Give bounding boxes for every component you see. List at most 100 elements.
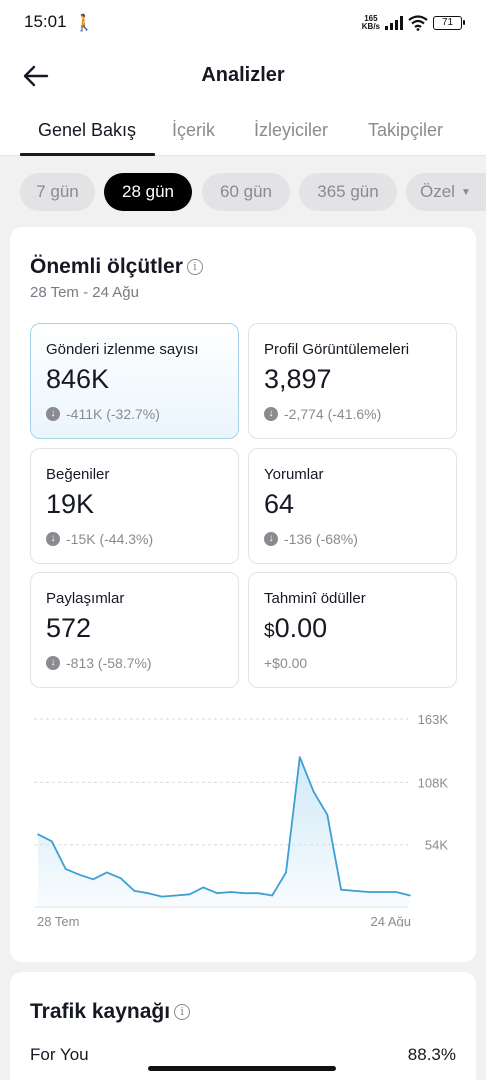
y-tick-label: 54K xyxy=(425,838,448,853)
data-point xyxy=(106,871,108,874)
data-point xyxy=(50,840,53,843)
status-bar: 15:01 🚶 165 KB/s 71 xyxy=(24,12,465,34)
walking-icon: 🚶 xyxy=(74,15,94,32)
tab-bar: Genel Bakış İçerik İzleyiciler Takipçile… xyxy=(0,116,486,156)
data-point xyxy=(395,891,398,893)
decrease-arrow-icon: ↓ xyxy=(264,407,278,421)
dropdown-caret-icon: ▼ xyxy=(460,187,471,198)
data-point xyxy=(409,894,411,897)
metric-label: Beğeniler xyxy=(46,466,110,483)
metric-change: ↓ -2,774 (-41.6%) xyxy=(264,406,381,422)
x-tick-label: 24 Ağu xyxy=(371,914,412,927)
data-point xyxy=(216,892,218,894)
data-point xyxy=(354,890,356,892)
decrease-arrow-icon: ↓ xyxy=(46,532,60,546)
x-tick-label: 28 Tem xyxy=(37,914,79,927)
data-point xyxy=(161,895,163,898)
decrease-arrow-icon: ↓ xyxy=(46,656,60,670)
data-point xyxy=(202,886,205,889)
metric-change: ↓ -15K (-44.3%) xyxy=(46,531,153,547)
data-point xyxy=(174,894,177,897)
data-point xyxy=(188,893,191,896)
tab-content[interactable]: İçerik xyxy=(172,120,216,140)
data-point xyxy=(230,891,232,893)
data-point xyxy=(326,813,329,816)
metric-comments[interactable]: Yorumlar 64 ↓ -136 (-68%) xyxy=(248,448,457,564)
post-views-chart: 54K 108K 163K 28 Tem 24 Ağu xyxy=(34,712,449,927)
metric-change: +$0.00 xyxy=(264,655,308,671)
cellular-signal-icon xyxy=(385,16,403,30)
back-arrow-icon[interactable] xyxy=(20,60,52,92)
page-title: Analizler xyxy=(201,64,285,86)
data-point xyxy=(147,892,150,894)
metric-profile-views[interactable]: Profil Görüntülemeleri 3,897 ↓ -2,774 (-4… xyxy=(248,323,457,439)
data-point xyxy=(37,833,39,836)
metric-value: 3,897 xyxy=(264,364,332,394)
metric-label: Gönderi izlenme sayısı xyxy=(46,341,199,358)
tab-followers[interactable]: Takipçiler xyxy=(368,120,444,140)
period-365-days[interactable]: 365 gün xyxy=(299,173,397,211)
data-point xyxy=(312,790,315,793)
tab-overview[interactable]: Genel Bakış xyxy=(38,120,137,140)
decrease-arrow-icon: ↓ xyxy=(264,532,278,546)
metric-likes[interactable]: Beğeniler 19K ↓ -15K (-44.3%) xyxy=(30,448,239,564)
status-time: 15:01 xyxy=(24,12,67,31)
data-point xyxy=(64,868,67,870)
data-point xyxy=(271,894,274,897)
metric-label: Profil Görüntülemeleri xyxy=(264,341,410,358)
decrease-arrow-icon: ↓ xyxy=(46,407,60,421)
period-selector: 7 gün 28 gün 60 gün 365 gün Özel ▼ xyxy=(0,156,486,226)
metric-post-views[interactable]: Gönderi izlenme sayısı 846K ↓ -411K (-32.… xyxy=(30,323,239,439)
app-header: Analizler xyxy=(0,56,486,96)
metric-value: 846K xyxy=(46,364,110,394)
y-tick-label: 108K xyxy=(418,775,449,790)
period-custom[interactable]: Özel ▼ xyxy=(406,173,486,211)
data-point xyxy=(119,877,122,879)
active-tab-indicator xyxy=(20,153,155,156)
metric-value: 19K xyxy=(46,489,95,519)
data-point xyxy=(257,892,260,894)
data-point xyxy=(367,891,370,893)
period-60-days[interactable]: 60 gün xyxy=(202,173,290,211)
metric-change: ↓ -411K (-32.7%) xyxy=(46,406,160,422)
wifi-icon xyxy=(408,15,428,31)
network-speed: 165 KB/s xyxy=(361,14,380,31)
metric-value: $0.00 xyxy=(264,613,328,643)
data-point xyxy=(285,871,287,874)
data-point xyxy=(133,890,136,892)
traffic-source-title: Trafik kaynağı i xyxy=(30,1000,191,1024)
views-series-line xyxy=(37,756,411,898)
metric-value: 572 xyxy=(46,613,92,643)
data-point xyxy=(340,888,342,891)
data-point xyxy=(381,891,384,893)
data-point xyxy=(298,756,301,758)
metric-label: Paylaşımlar xyxy=(46,590,125,607)
data-point xyxy=(92,878,94,881)
views-area-fill xyxy=(38,757,410,907)
home-indicator xyxy=(148,1066,336,1071)
date-range: 28 Tem - 24 Ağu xyxy=(30,284,139,301)
metric-estimated-rewards[interactable]: Tahminî ödüller $0.00 +$0.00 xyxy=(248,572,457,688)
metric-change: ↓ -813 (-58.7%) xyxy=(46,655,152,671)
traffic-source-value: 88.3% xyxy=(407,1045,456,1064)
metric-value: 64 xyxy=(264,489,295,519)
data-point xyxy=(78,873,81,876)
battery-icon: 71 xyxy=(433,16,465,30)
info-icon[interactable]: i xyxy=(186,259,203,275)
key-metrics-card: Önemli ölçütler i 28 Tem - 24 Ağu Gönderi… xyxy=(10,227,476,962)
period-custom-label: Özel xyxy=(420,182,455,201)
period-7-days[interactable]: 7 gün xyxy=(20,173,95,211)
key-metrics-title: Önemli ölçütler i xyxy=(30,255,203,279)
metric-change: ↓ -136 (-68%) xyxy=(264,531,358,547)
currency-symbol: $ xyxy=(264,621,275,642)
traffic-source-label: For You xyxy=(30,1045,89,1064)
metric-label: Yorumlar xyxy=(264,466,324,483)
traffic-source-card: Trafik kaynağı i For You 88.3% xyxy=(10,972,476,1080)
period-28-days[interactable]: 28 gün xyxy=(104,173,192,211)
status-icons: 165 KB/s 71 xyxy=(361,12,465,34)
info-icon[interactable]: i xyxy=(174,1004,191,1020)
metric-label: Tahminî ödüller xyxy=(264,590,366,607)
tab-viewers[interactable]: İzleyiciler xyxy=(254,120,329,140)
metric-shares[interactable]: Paylaşımlar 572 ↓ -813 (-58.7%) xyxy=(30,572,239,688)
top-bar: 15:01 🚶 165 KB/s 71 Analizler Genel B xyxy=(0,0,486,156)
